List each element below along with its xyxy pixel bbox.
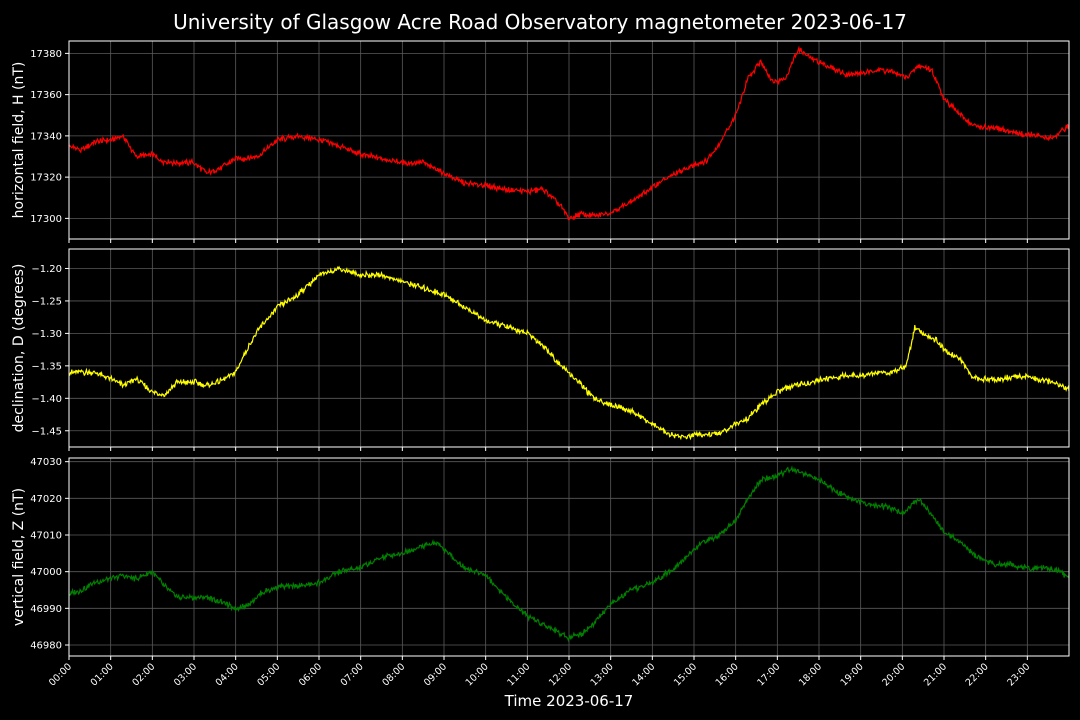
y-axis-label: horizontal field, H (nT) bbox=[11, 62, 27, 219]
panel-frame bbox=[68, 457, 1070, 657]
x-tick-label: 16:00 bbox=[714, 661, 741, 688]
x-tick-label: 18:00 bbox=[797, 661, 824, 688]
series-line bbox=[68, 265, 1070, 441]
x-tick-label: 08:00 bbox=[380, 661, 407, 688]
x-tick-label: 00:00 bbox=[47, 661, 74, 688]
x-axis-label: Time 2023-06-17 bbox=[504, 692, 634, 710]
panel-2: −1.20 −1.25 −1.30 −1.35 −1.40 −1.45 declinatio… bbox=[11, 248, 1070, 451]
x-tick-label: 12:00 bbox=[547, 661, 574, 688]
y-axis-label: vertical field, Z (nT) bbox=[11, 488, 27, 626]
y-tick-label: −1.45 bbox=[31, 426, 62, 437]
y-tick-label: 17360 bbox=[30, 90, 62, 101]
y-tick-label: 46990 bbox=[30, 604, 62, 615]
y-tick-labels: 46980 46990 47000 47010 47020 47030 bbox=[30, 457, 62, 651]
panel-frame bbox=[68, 248, 1070, 448]
x-tick-label: 23:00 bbox=[1005, 661, 1032, 688]
figure-title: University of Glasgow Acre Road Observat… bbox=[173, 10, 907, 34]
panel-3: 46980 46990 47000 47010 47020 47030 vertical f… bbox=[11, 457, 1070, 660]
y-tick-labels: −1.20 −1.25 −1.30 −1.35 −1.40 −1.45 bbox=[31, 264, 62, 437]
x-tick-label: 11:00 bbox=[505, 661, 532, 688]
x-tick-label: 06:00 bbox=[297, 661, 324, 688]
y-tick-label: 47020 bbox=[30, 494, 62, 505]
y-tick-label: −1.25 bbox=[31, 296, 62, 307]
y-tick-label: 17380 bbox=[30, 49, 62, 60]
x-tick-label: 07:00 bbox=[339, 661, 366, 688]
panel-frame bbox=[68, 40, 1070, 240]
y-tick-label: 47030 bbox=[30, 457, 62, 468]
y-tick-label: 47000 bbox=[30, 567, 62, 578]
series-line bbox=[68, 465, 1070, 643]
y-tick-label: 46980 bbox=[30, 641, 62, 652]
x-tick-label: 09:00 bbox=[422, 661, 449, 688]
x-tick-label: 19:00 bbox=[839, 661, 866, 688]
series-line bbox=[68, 45, 1070, 221]
y-tick-label: −1.30 bbox=[31, 329, 62, 340]
x-tick-label: 04:00 bbox=[214, 661, 241, 688]
x-tick-label: 10:00 bbox=[464, 661, 491, 688]
x-tick-label: 20:00 bbox=[880, 661, 907, 688]
x-tick-label: 03:00 bbox=[172, 661, 199, 688]
x-tick-label: 21:00 bbox=[922, 661, 949, 688]
y-tick-label: 47010 bbox=[30, 531, 62, 542]
y-tick-label: 17300 bbox=[30, 214, 62, 225]
y-tick-label: −1.20 bbox=[31, 264, 62, 275]
x-tick-label: 13:00 bbox=[589, 661, 616, 688]
y-tick-label: 17340 bbox=[30, 131, 62, 142]
x-tick-label: 01:00 bbox=[89, 661, 116, 688]
y-tick-label: −1.40 bbox=[31, 394, 62, 405]
y-tick-label: −1.35 bbox=[31, 361, 62, 372]
x-tick-label: 15:00 bbox=[672, 661, 699, 688]
y-tick-labels: 17300 17320 17340 17360 17380 bbox=[30, 49, 62, 225]
x-axis: 00:00 01:00 02:00 03:00 04:00 05:00 06:00 07:00… bbox=[47, 661, 1032, 688]
x-tick-label: 02:00 bbox=[130, 661, 157, 688]
y-tick-label: 17320 bbox=[30, 173, 62, 184]
x-tick-label: 22:00 bbox=[964, 661, 991, 688]
y-axis-label: declination, D (degrees) bbox=[11, 264, 27, 433]
x-tick-label: 17:00 bbox=[755, 661, 782, 688]
x-tick-label: 14:00 bbox=[630, 661, 657, 688]
x-tick-label: 05:00 bbox=[255, 661, 282, 688]
